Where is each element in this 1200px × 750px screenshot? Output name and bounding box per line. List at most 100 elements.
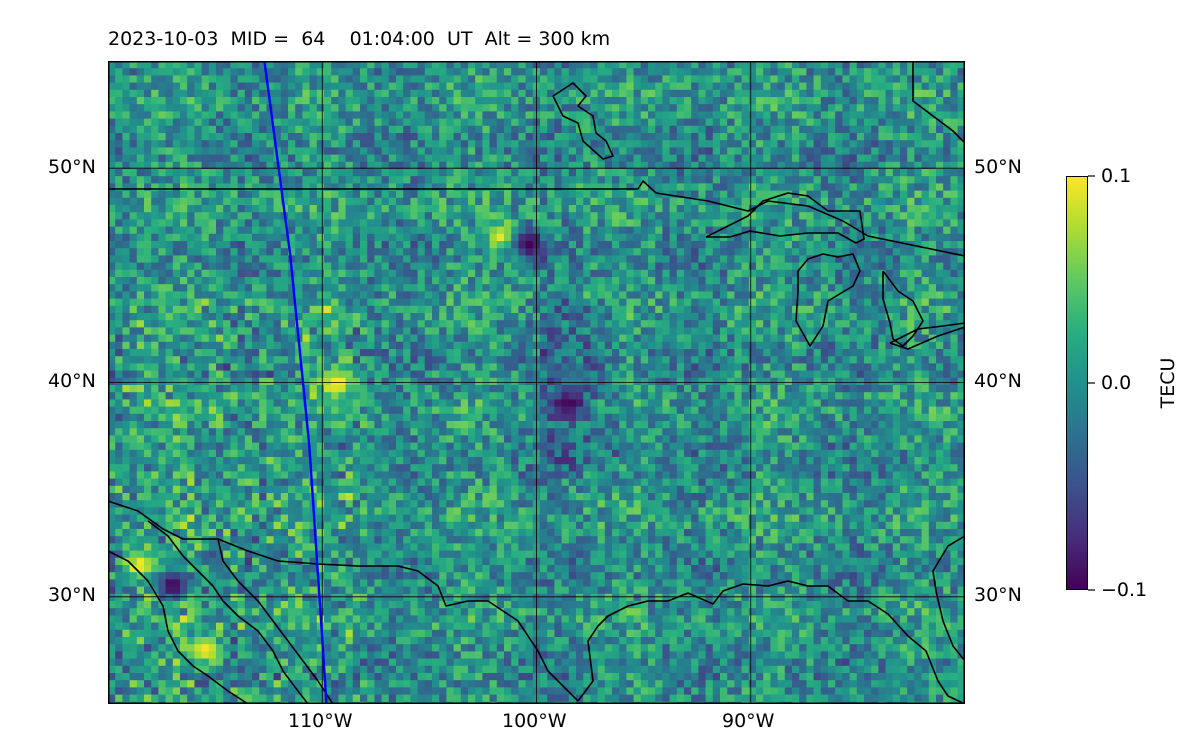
heatmap-cell [561,183,570,192]
heatmap-cell [583,183,591,192]
heatmap-cell [864,89,872,98]
heatmap-cell [187,277,195,285]
heatmap-cell [633,118,642,127]
heatmap-cell [482,183,491,192]
heatmap-cell [432,226,440,235]
heatmap-cell [194,111,203,120]
heatmap-cell [482,356,491,364]
heatmap-cell [482,125,491,134]
heatmap-cell [727,68,735,76]
heatmap-cell [640,226,649,235]
heatmap-cell [352,212,361,220]
heatmap-cell [583,226,591,235]
heatmap-cell [626,183,635,192]
heatmap-cell [201,197,210,206]
heatmap-cell [612,147,620,156]
heatmap-cell [856,205,865,213]
heatmap-cell [273,341,282,350]
heatmap-cell [900,104,908,112]
heatmap-cell [180,327,188,336]
heatmap-cell [511,298,519,307]
heatmap-cell [432,219,440,228]
heatmap-cell [237,241,246,249]
heatmap-cell [756,61,764,69]
heatmap-cell [331,327,339,336]
heatmap-cell [432,89,440,98]
heatmap-cell [727,248,735,256]
heatmap-cell [928,320,937,328]
heatmap-cell [612,104,620,112]
heatmap-cell [957,118,965,127]
heatmap-cell [712,104,721,112]
heatmap-cell [273,284,282,292]
heatmap-cell [453,197,462,206]
heatmap-cell [489,262,498,271]
heatmap-cell [892,190,901,199]
heatmap-cell [352,219,361,228]
heatmap-cell [388,291,397,300]
heatmap-cell [324,118,332,127]
heatmap-cell [547,334,555,343]
heatmap-cell [122,82,131,91]
heatmap-cell [417,183,426,192]
heatmap-cell [194,183,203,192]
heatmap-cell [583,75,591,84]
heatmap-cell [244,154,253,163]
heatmap-cell [511,349,519,357]
heatmap-cell [194,320,203,328]
heatmap-cell [900,248,908,256]
heatmap-cell [612,262,620,271]
heatmap-cell [698,313,707,321]
heatmap-cell [597,349,606,357]
heatmap-cell [345,219,354,228]
heatmap-cell [633,341,642,350]
heatmap-cell [684,183,692,192]
heatmap-cell [568,327,577,336]
heatmap-cell [316,219,325,228]
heatmap-cell [201,68,210,76]
heatmap-cell [288,104,296,112]
heatmap-cell [381,349,390,357]
heatmap-cell [424,61,433,69]
heatmap-cell [604,291,613,300]
heatmap-cell [482,212,491,220]
heatmap-cell [201,277,210,285]
heatmap-cell [237,176,246,184]
heatmap-cell [129,169,138,177]
heatmap-cell [712,197,721,206]
heatmap-cell [388,356,397,364]
heatmap-cell [849,212,858,220]
heatmap-cell [165,147,174,156]
heatmap-cell [201,75,210,84]
heatmap-cell [576,197,584,206]
heatmap-cell [835,212,843,220]
title-mid-label: MID = [230,28,290,50]
heatmap-cell [604,176,613,184]
heatmap-cell [676,262,685,271]
heatmap-cell [216,197,224,206]
heatmap-cell [331,183,339,192]
heatmap-cell [936,68,944,76]
heatmap-cell [280,89,289,98]
heatmap-cell [540,89,548,98]
heatmap-cell [122,241,131,249]
heatmap-cell [381,291,390,300]
heatmap-cell [655,75,663,84]
heatmap-cell [280,169,289,177]
heatmap-cell [590,154,599,163]
heatmap-cell [460,169,469,177]
heatmap-cell [453,349,462,357]
heatmap-cell [727,320,735,328]
heatmap-cell [302,305,311,314]
heatmap-cell [928,226,937,235]
heatmap-cell [237,61,246,69]
heatmap-cell [619,277,627,285]
heatmap-cell [756,248,764,256]
heatmap-cell [669,298,678,307]
heatmap-cell [129,298,138,307]
heatmap-cell [590,305,599,314]
heatmap-cell [727,298,735,307]
heatmap-cell [936,269,944,278]
heatmap-cell [820,125,829,134]
heatmap-cell [324,176,332,184]
